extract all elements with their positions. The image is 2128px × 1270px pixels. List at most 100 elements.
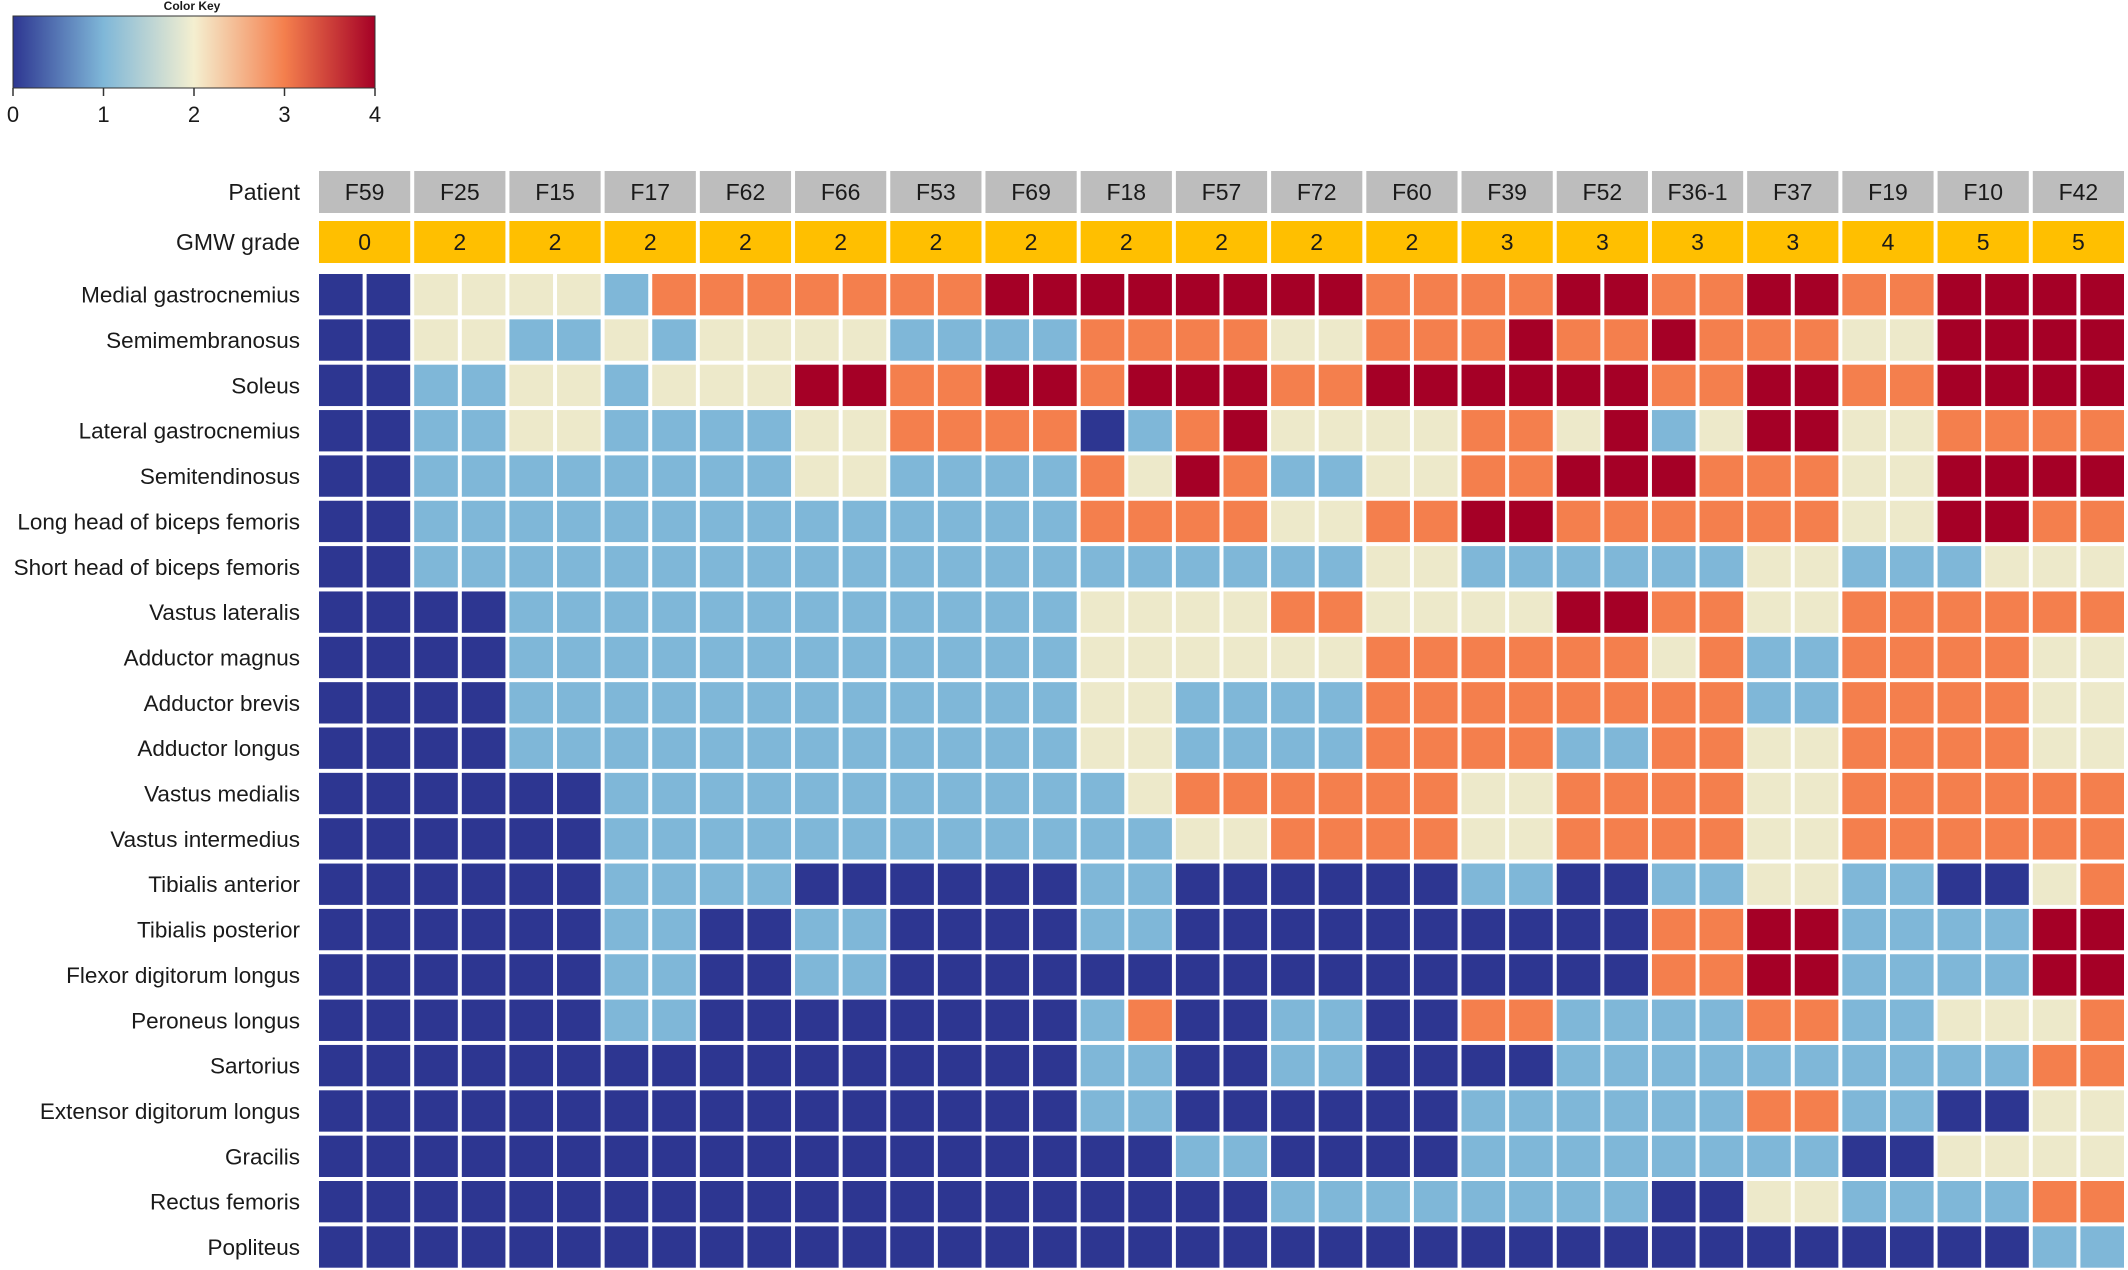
heatmap-cell xyxy=(366,682,411,724)
heatmap-cell xyxy=(1509,1044,1553,1087)
heatmap-cell xyxy=(1318,591,1363,633)
heatmap-cell xyxy=(795,1044,839,1087)
gmw-grade-cell xyxy=(1747,221,1839,263)
heatmap-cell xyxy=(1413,546,1458,588)
heatmap-cell xyxy=(1604,727,1648,769)
heatmap-cell xyxy=(1223,319,1268,361)
heatmap-cell xyxy=(509,1181,554,1223)
heatmap-cell xyxy=(1318,500,1363,543)
heatmap-cell xyxy=(2080,1135,2124,1177)
heatmap-cell xyxy=(890,546,934,588)
heatmap-cell xyxy=(1889,364,1934,407)
heatmap-cell xyxy=(1794,636,1839,679)
heatmap-cell xyxy=(1318,863,1363,905)
heatmap-cell xyxy=(1651,319,1696,361)
heatmap-cell xyxy=(1842,999,1886,1041)
heatmap-cell xyxy=(1175,319,1220,361)
heatmap-cell xyxy=(1937,1181,1982,1223)
heatmap-cell xyxy=(461,682,506,724)
heatmap-cell xyxy=(1699,1135,1744,1177)
heatmap-cell xyxy=(557,546,601,588)
heatmap-cell xyxy=(2032,364,2077,407)
heatmap-cell xyxy=(1985,863,2029,905)
gmw-grade-cell xyxy=(414,221,506,263)
heatmap-cell xyxy=(2032,455,2077,497)
heatmap-cell xyxy=(1175,772,1220,815)
heatmap-cell xyxy=(1366,1181,1410,1223)
heatmap-cell xyxy=(1699,1090,1744,1132)
heatmap-cell xyxy=(1413,636,1458,679)
heatmap-cell xyxy=(414,954,458,996)
heatmap-cell xyxy=(1747,999,1791,1041)
heatmap-cell xyxy=(842,863,887,905)
heatmap-cell xyxy=(1175,591,1220,633)
heatmap-cell xyxy=(1747,818,1791,860)
heatmap-cell xyxy=(1556,682,1601,724)
heatmap-cell xyxy=(1461,410,1506,452)
patient-header-cell xyxy=(1366,171,1458,213)
heatmap-cell xyxy=(1937,455,1982,497)
heatmap-cell xyxy=(652,636,696,679)
heatmap-cell xyxy=(1604,1135,1648,1177)
heatmap-cell xyxy=(366,863,411,905)
muscle-row-label: Adductor magnus xyxy=(124,645,300,670)
gmw-grade-cell xyxy=(1937,221,2029,263)
heatmap-cell xyxy=(1128,1044,1172,1087)
heatmap-cell xyxy=(366,908,411,951)
muscle-row-label: Popliteus xyxy=(207,1235,300,1260)
heatmap-cell xyxy=(795,999,839,1041)
heatmap-cell xyxy=(2080,727,2124,769)
heatmap-cell xyxy=(890,1226,934,1268)
heatmap-cell xyxy=(699,500,744,543)
heatmap-cell xyxy=(1604,274,1648,316)
heatmap-cell xyxy=(1889,727,1934,769)
heatmap-cell xyxy=(414,908,458,951)
heatmap-cell xyxy=(557,772,601,815)
gmw-grade-cell xyxy=(2032,221,2124,263)
heatmap-cell xyxy=(1651,954,1696,996)
heatmap-cell xyxy=(747,682,792,724)
heatmap-cell xyxy=(1128,274,1172,316)
heatmap-cell xyxy=(1842,546,1886,588)
heatmap-cell xyxy=(1985,591,2029,633)
heatmap-cell xyxy=(652,999,696,1041)
heatmap-cell xyxy=(1223,772,1268,815)
heatmap-cell xyxy=(2032,636,2077,679)
heatmap-cell xyxy=(1461,908,1506,951)
patient-header-cell xyxy=(604,171,696,213)
heatmap-cell xyxy=(1604,908,1648,951)
heatmap-cell xyxy=(461,1135,506,1177)
heatmap-cell xyxy=(1223,364,1268,407)
heatmap-cell xyxy=(2080,319,2124,361)
heatmap-cell xyxy=(795,364,839,407)
heatmap-cell xyxy=(509,954,554,996)
heatmap-cell xyxy=(1747,546,1791,588)
patient-header-cell xyxy=(1842,171,1934,213)
heatmap-cell xyxy=(1271,1226,1315,1268)
heatmap-cell xyxy=(1366,1226,1410,1268)
heatmap-cell xyxy=(1651,1226,1696,1268)
heatmap-cell xyxy=(1794,364,1839,407)
heatmap-cell xyxy=(319,818,363,860)
heatmap-cell xyxy=(1699,908,1744,951)
heatmap-cell xyxy=(557,274,601,316)
heatmap-cell xyxy=(890,591,934,633)
heatmap-cell xyxy=(937,1181,982,1223)
heatmap-cell xyxy=(1747,727,1791,769)
heatmap-cell xyxy=(1033,500,1077,543)
heatmap-cell xyxy=(1794,410,1839,452)
heatmap-cell xyxy=(1699,455,1744,497)
heatmap-cell xyxy=(1128,455,1172,497)
heatmap-cell xyxy=(985,727,1030,769)
heatmap-cell xyxy=(1223,274,1268,316)
heatmap-cell xyxy=(366,954,411,996)
heatmap-cell xyxy=(1461,364,1506,407)
heatmap-cell xyxy=(890,636,934,679)
heatmap-cell xyxy=(1318,954,1363,996)
heatmap-cell xyxy=(1794,682,1839,724)
heatmap-cell xyxy=(842,410,887,452)
heatmap-cell xyxy=(1318,727,1363,769)
muscle-row-label: Semimembranosus xyxy=(106,328,300,353)
heatmap-cell xyxy=(937,1226,982,1268)
heatmap-cell xyxy=(652,908,696,951)
